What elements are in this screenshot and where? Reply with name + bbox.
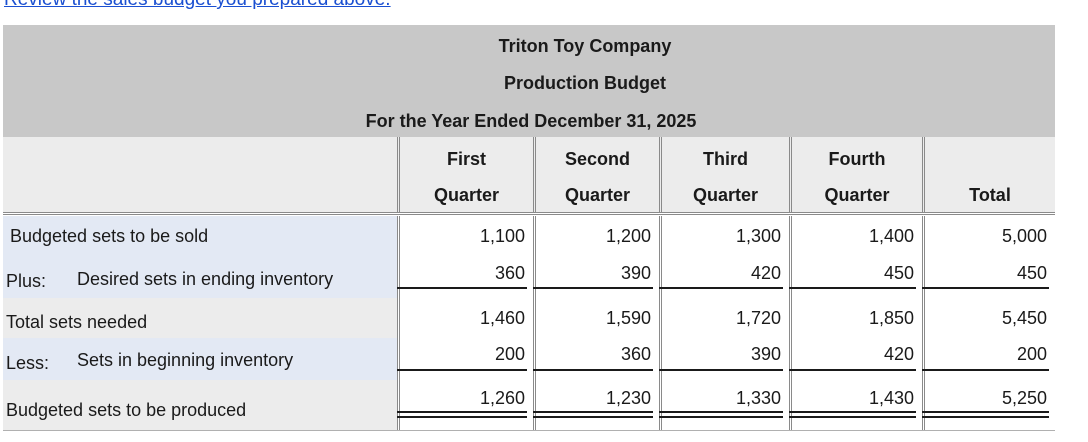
subtotal-rule <box>789 369 916 371</box>
column-header-line2: Quarter <box>564 185 631 205</box>
column-header-line1: Fourth <box>828 149 886 169</box>
subtotal-rule <box>659 287 783 289</box>
cell-needed: 1,590 <box>605 308 651 328</box>
column-header-line1: Second <box>564 149 630 169</box>
column-header-line2: Total <box>969 185 1011 205</box>
column-header-second-quarter: Second Quarter <box>533 137 659 213</box>
cell-ending: 450 <box>883 263 914 283</box>
column-first-quarter: 1,100 360 1,460 200 1,260 <box>397 216 533 430</box>
cell-beginning: 390 <box>750 344 781 364</box>
subtotal-rule <box>533 287 653 289</box>
column-header-line2: Quarter <box>433 185 500 205</box>
cell-needed: 1,460 <box>479 308 525 328</box>
row-label-text: Total sets needed <box>6 312 148 332</box>
column-header-fourth-quarter: Fourth Quarter <box>789 137 922 213</box>
column-second-quarter: 1,200 390 1,590 360 1,230 <box>533 216 659 430</box>
review-sales-budget-link[interactable]: Review the sales budget you prepared abo… <box>4 0 391 11</box>
row-label-prefix: Less: <box>6 353 50 373</box>
subtotal-rule <box>397 369 527 371</box>
column-third-quarter: 1,300 420 1,720 390 1,330 <box>659 216 789 430</box>
total-double-rule <box>659 411 783 418</box>
subtotal-rule <box>789 287 916 289</box>
budget-period: For the Year Ended December 31, 2025 <box>365 111 697 131</box>
subtotal-rule <box>922 369 1049 371</box>
subtotal-rule <box>397 287 527 289</box>
row-label-budgeted-produced: Budgeted sets to be produced <box>3 380 397 430</box>
cell-ending: 360 <box>494 263 525 283</box>
row-label-text: Sets in beginning inventory <box>77 350 294 370</box>
row-label-text: Desired sets in ending inventory <box>77 269 334 289</box>
cell-sold: 1,200 <box>605 226 651 246</box>
cell-sold: 1,400 <box>868 226 914 246</box>
subtotal-rule <box>533 369 653 371</box>
cell-beginning: 420 <box>883 344 914 364</box>
row-label-prefix: Plus: <box>6 271 47 291</box>
table-bottom-border <box>3 430 1055 431</box>
subtotal-rule <box>659 369 783 371</box>
cell-produced: 5,250 <box>1001 388 1047 408</box>
header-divider <box>3 212 1055 215</box>
cell-beginning: 360 <box>620 344 651 364</box>
cell-needed: 1,850 <box>868 308 914 328</box>
cell-beginning: 200 <box>1016 344 1047 364</box>
total-double-rule <box>397 411 527 418</box>
column-fourth-quarter: 1,400 450 1,850 420 1,430 <box>789 216 922 430</box>
row-label-text: Budgeted sets to be sold <box>10 226 209 246</box>
total-double-rule <box>789 411 916 418</box>
cell-sold: 1,300 <box>735 226 781 246</box>
cell-ending: 450 <box>1016 263 1047 283</box>
column-header-line2: Quarter <box>824 185 890 205</box>
subtotal-rule <box>922 287 1049 289</box>
cell-beginning: 200 <box>494 344 525 364</box>
cell-produced: 1,230 <box>605 388 651 408</box>
row-label-desired-ending: Plus: Desired sets in ending inventory <box>3 258 397 298</box>
budget-title-block: Triton Toy Company Production Budget For… <box>3 25 1055 137</box>
column-header-first-quarter: First Quarter <box>397 137 533 213</box>
cell-sold: 1,100 <box>479 226 525 246</box>
cell-produced: 1,330 <box>735 388 781 408</box>
company-name: Triton Toy Company <box>498 36 672 56</box>
row-label-beginning-inventory: Less: Sets in beginning inventory <box>3 338 397 380</box>
cell-produced: 1,260 <box>479 388 525 408</box>
total-double-rule <box>533 411 653 418</box>
column-header-line2: Quarter <box>692 185 759 205</box>
total-double-rule <box>922 411 1049 418</box>
column-header-line1: Third <box>703 149 748 169</box>
cell-ending: 390 <box>620 263 651 283</box>
cell-needed: 5,450 <box>1001 308 1047 328</box>
column-header-third-quarter: Third Quarter <box>659 137 789 213</box>
cell-produced: 1,430 <box>868 388 914 408</box>
column-header-blank <box>3 137 397 213</box>
cell-needed: 1,720 <box>735 308 781 328</box>
column-total: 5,000 450 5,450 200 5,250 <box>922 216 1055 430</box>
column-header-line1: First <box>446 149 486 169</box>
cell-sold: 5,000 <box>1001 226 1047 246</box>
budget-title: Production Budget <box>504 73 666 93</box>
row-label-budgeted-sold: Budgeted sets to be sold <box>3 216 397 258</box>
cell-ending: 420 <box>750 263 781 283</box>
row-label-text: Budgeted sets to be produced <box>6 400 247 420</box>
column-header-total: Total <box>922 137 1055 213</box>
row-label-total-needed: Total sets needed <box>3 298 397 338</box>
